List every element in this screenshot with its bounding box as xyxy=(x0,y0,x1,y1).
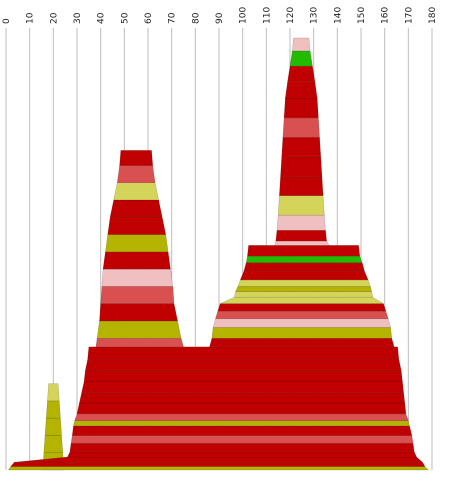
band-olive xyxy=(73,420,410,427)
band-red xyxy=(69,442,415,453)
band-olive xyxy=(105,234,169,253)
x-tick-label: 10 xyxy=(26,12,36,24)
profile-peak-center xyxy=(95,150,184,348)
tick-labels: 0 10 20 30 40 50 60 70 80 90 100 110 120 130 140 150 160… xyxy=(2,7,438,24)
profile-peak-left-small xyxy=(42,383,65,471)
x-tick-label: 120 xyxy=(286,7,296,24)
band-khaki xyxy=(47,383,60,402)
band-olive xyxy=(44,417,62,436)
bands-layer xyxy=(7,37,430,471)
band-khaki xyxy=(220,296,385,304)
band-olive xyxy=(43,435,64,453)
x-tick-label: 150 xyxy=(357,7,367,24)
band-red xyxy=(217,303,387,312)
band-red xyxy=(79,391,406,404)
band-khaki xyxy=(234,291,374,298)
x-tick-label: 160 xyxy=(381,7,391,24)
band-salmon xyxy=(74,413,409,422)
band-salmon xyxy=(100,286,175,304)
band-red xyxy=(280,156,323,177)
band-olive xyxy=(211,327,393,339)
band-red xyxy=(14,456,424,463)
band-red xyxy=(67,451,418,458)
band-olive xyxy=(45,400,61,419)
band-red xyxy=(83,370,403,382)
x-tick-label: 80 xyxy=(191,12,201,24)
band-red xyxy=(209,337,395,348)
band-salmon xyxy=(116,165,156,183)
band-red xyxy=(109,199,163,218)
x-tick-label: 70 xyxy=(168,12,178,24)
band-olive xyxy=(7,466,430,471)
band-green xyxy=(289,50,313,67)
x-tick-label: 130 xyxy=(310,7,320,24)
x-tick-label: 30 xyxy=(73,12,83,24)
band-pink xyxy=(274,240,330,246)
band-khaki xyxy=(113,182,159,201)
band-green xyxy=(245,255,363,263)
band-red xyxy=(10,461,426,467)
band-red xyxy=(99,303,178,322)
band-khaki xyxy=(237,279,371,287)
band-pink xyxy=(276,214,326,231)
x-tick-label: 180 xyxy=(428,7,438,24)
band-salmon xyxy=(215,310,389,320)
band-salmon xyxy=(282,117,320,138)
band-red xyxy=(239,271,369,281)
x-tick-label: 0 xyxy=(2,18,12,24)
x-tick-label: 110 xyxy=(262,7,272,24)
band-red xyxy=(275,229,327,242)
band-red xyxy=(102,251,171,270)
band-red xyxy=(84,359,402,371)
x-tick-label: 60 xyxy=(144,12,154,24)
x-tick-label: 140 xyxy=(333,7,343,24)
profile-main-mass xyxy=(7,346,430,471)
band-red xyxy=(247,245,361,257)
band-pink xyxy=(292,37,311,52)
x-tick-label: 20 xyxy=(49,12,59,24)
band-red xyxy=(119,150,154,166)
band-red xyxy=(107,217,167,235)
x-tick-label: 50 xyxy=(120,12,130,24)
band-salmon xyxy=(70,435,414,444)
x-tick-label: 170 xyxy=(404,7,414,24)
band-red xyxy=(87,346,400,360)
x-tick-label: 100 xyxy=(239,7,249,24)
band-red xyxy=(71,425,413,436)
band-red xyxy=(287,65,316,82)
band-red xyxy=(76,402,407,415)
x-tick-label: 40 xyxy=(97,12,107,24)
band-salmon xyxy=(95,337,184,348)
band-red xyxy=(243,262,365,272)
profile-peak-right xyxy=(274,37,330,246)
band-red xyxy=(281,137,322,158)
band-pink xyxy=(101,268,174,287)
band-khaki xyxy=(277,195,325,216)
band-olive xyxy=(96,320,182,339)
band-red xyxy=(279,175,324,196)
band-red xyxy=(284,80,318,99)
band-red xyxy=(283,98,319,119)
band-olive xyxy=(235,286,372,292)
profile-plateau-right xyxy=(209,245,395,348)
x-tick-label: 90 xyxy=(215,12,225,24)
band-red xyxy=(81,381,404,393)
band-pink xyxy=(212,318,391,328)
